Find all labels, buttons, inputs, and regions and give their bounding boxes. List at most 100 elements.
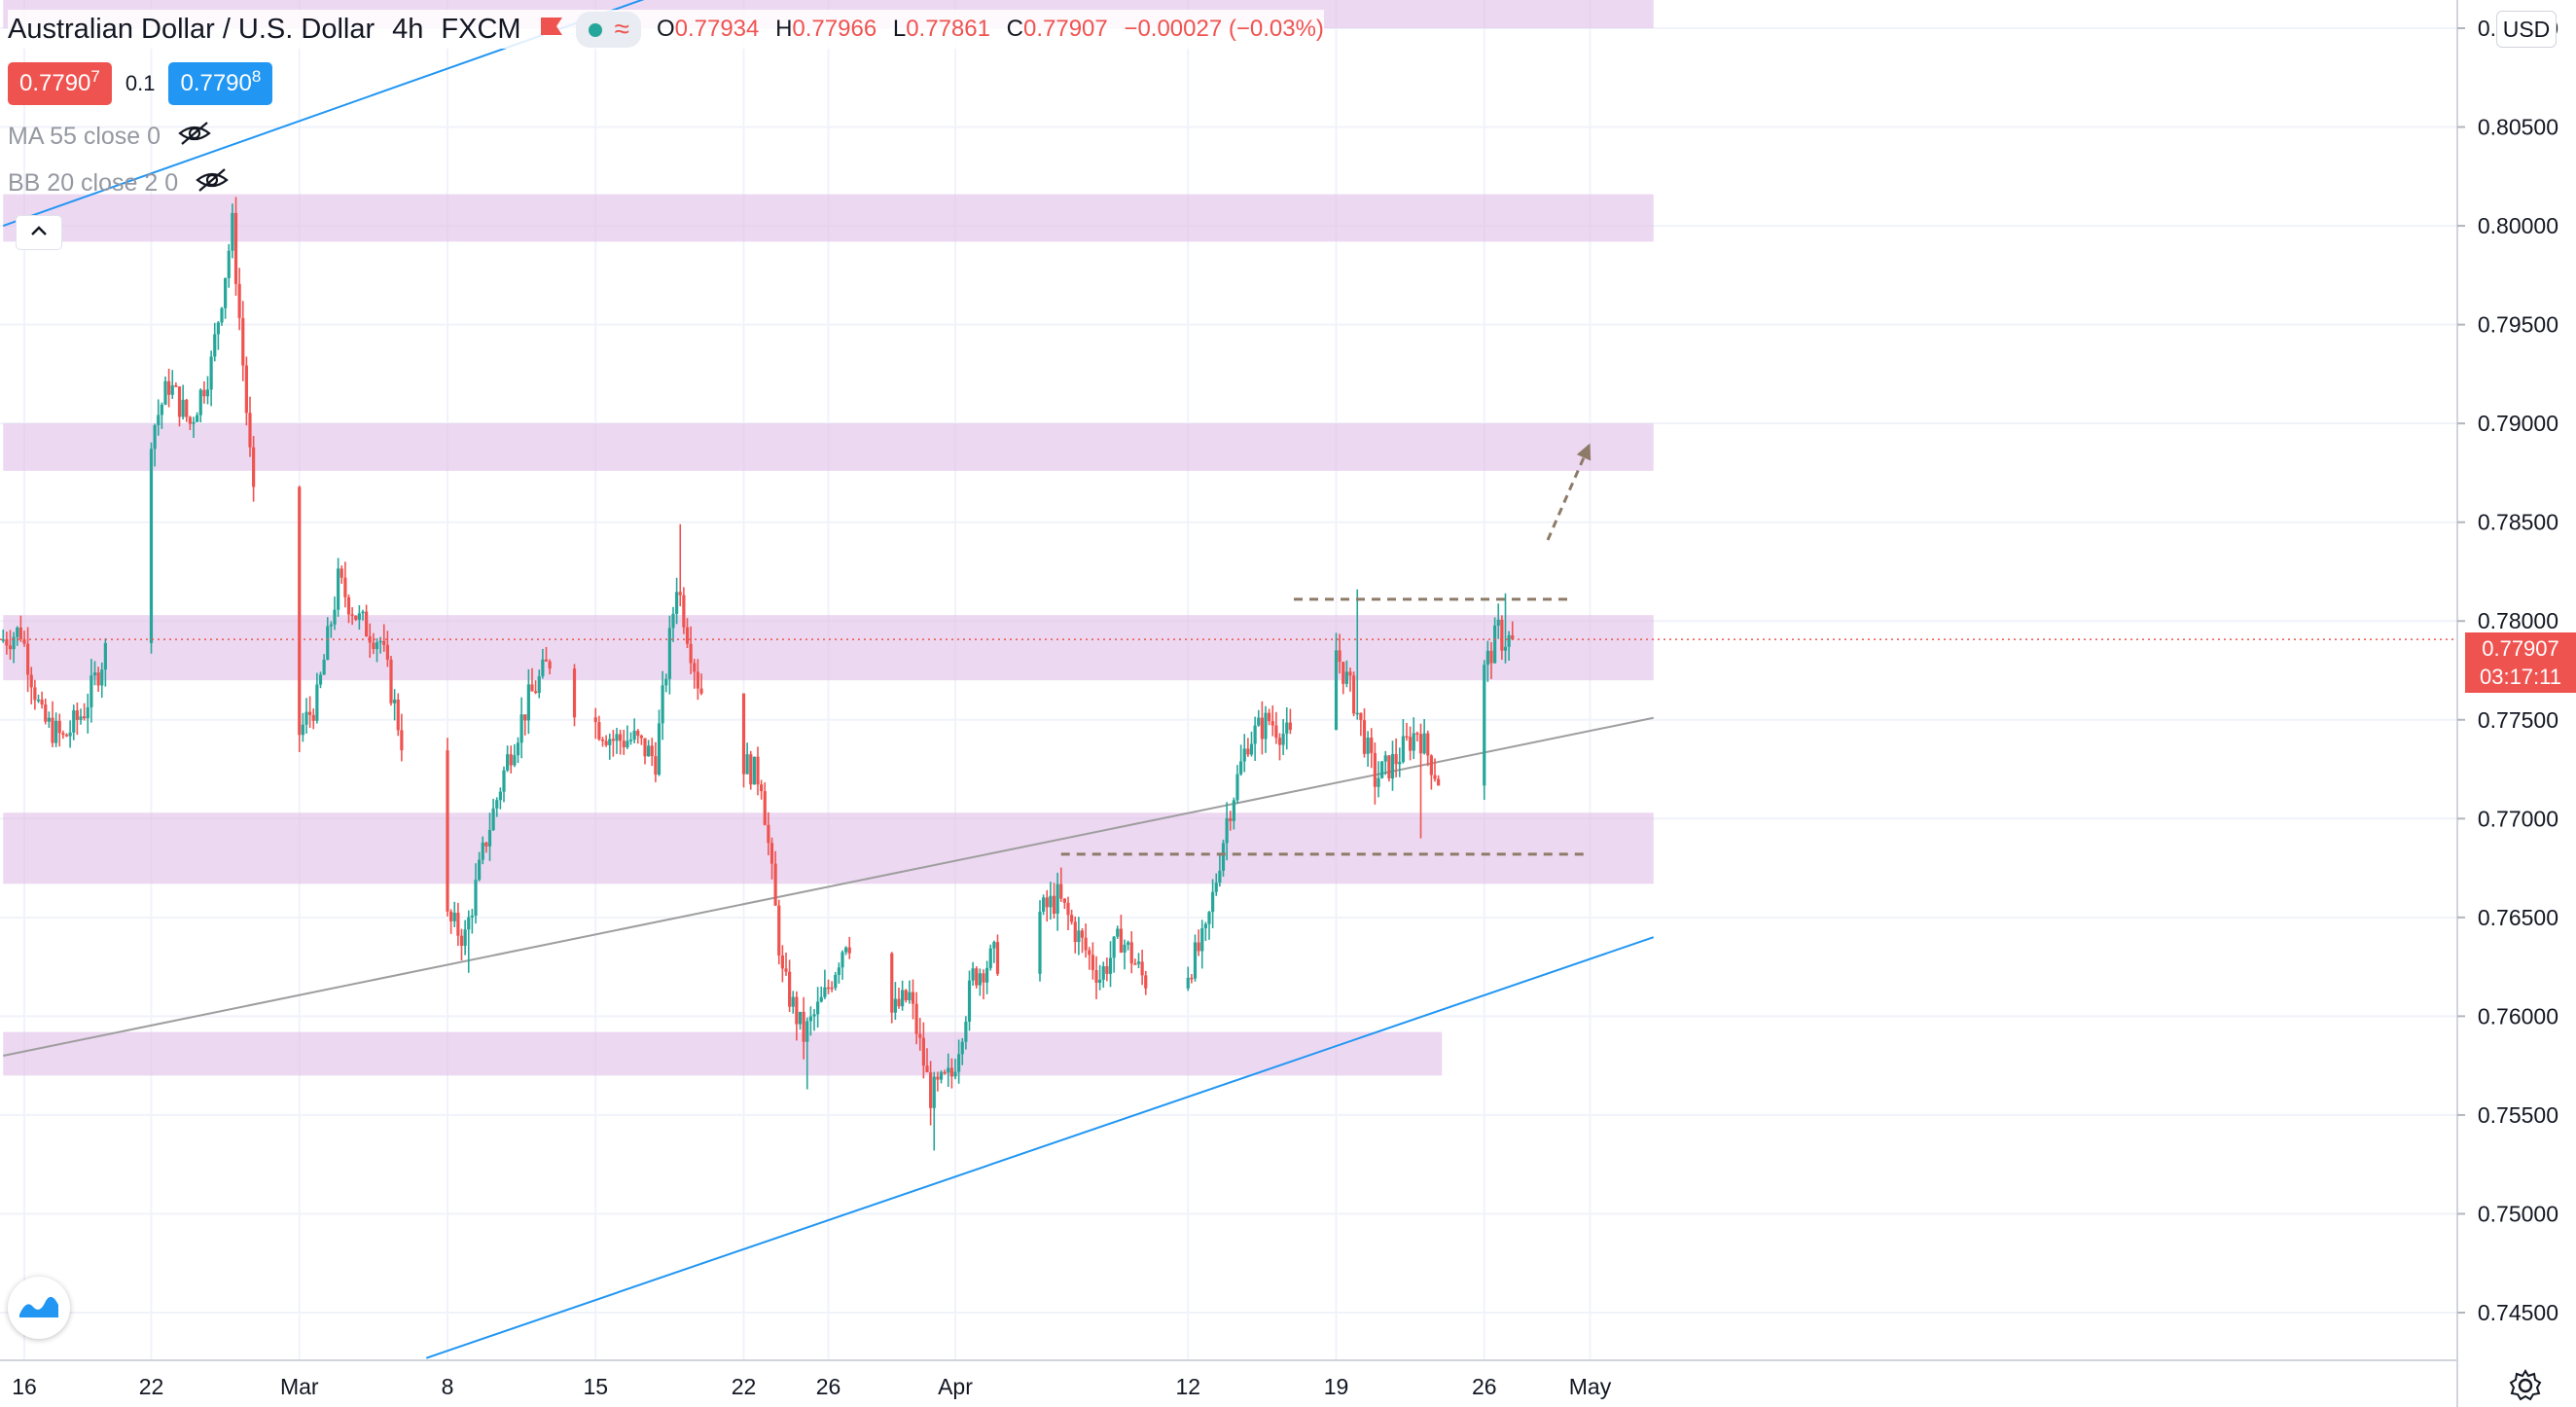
candle-down bbox=[847, 936, 851, 959]
eye-off-icon[interactable] bbox=[196, 167, 229, 199]
collapse-legend-button[interactable] bbox=[16, 215, 62, 250]
candle-body bbox=[153, 425, 157, 450]
candle-up bbox=[932, 1071, 936, 1151]
candle-body bbox=[767, 824, 770, 844]
candle-up bbox=[939, 1070, 944, 1084]
candle-body bbox=[213, 334, 217, 357]
candle-down bbox=[769, 837, 774, 880]
candle-body bbox=[597, 722, 601, 740]
candle-body bbox=[1257, 717, 1261, 726]
candle-body bbox=[1235, 774, 1239, 801]
candle-up bbox=[491, 798, 495, 832]
candle-body bbox=[1433, 775, 1437, 779]
candle-down bbox=[530, 667, 534, 692]
price-tick-label: 0.77500 bbox=[2478, 707, 2558, 733]
settings-gear-icon[interactable] bbox=[2504, 1366, 2547, 1405]
candle-down bbox=[830, 981, 834, 992]
candle-up bbox=[1493, 617, 1497, 664]
candle-down bbox=[1437, 775, 1441, 786]
ohlc-values: O0.77934 H0.77966 L0.77861 C0.77907 −0.0… bbox=[656, 16, 1324, 42]
price-tick-label: 0.79000 bbox=[2478, 411, 2558, 436]
candle-body bbox=[628, 740, 633, 741]
candle-body bbox=[1281, 734, 1285, 745]
candle-down bbox=[1370, 728, 1374, 769]
candle-up bbox=[1101, 961, 1105, 989]
candle-up bbox=[329, 621, 333, 638]
indicator-bb[interactable]: BB 20 close 2 0 bbox=[8, 167, 229, 199]
candle-body bbox=[893, 998, 897, 1013]
candle-body bbox=[368, 635, 372, 643]
candle-body bbox=[177, 386, 182, 417]
candle-body bbox=[1268, 712, 1271, 722]
candle-up bbox=[615, 727, 619, 754]
candle-up bbox=[1218, 854, 1222, 887]
price-tick-label: 0.78000 bbox=[2478, 608, 2558, 633]
flag-icon[interactable] bbox=[539, 14, 564, 46]
candle-down bbox=[51, 701, 54, 747]
tradingview-logo-button[interactable] bbox=[8, 1277, 70, 1339]
candle-body bbox=[1264, 712, 1268, 740]
candle-body bbox=[936, 1076, 940, 1080]
candle-up bbox=[1077, 917, 1081, 956]
candle-body bbox=[382, 640, 386, 645]
candle-down bbox=[1091, 942, 1094, 980]
candle-down bbox=[682, 587, 686, 634]
candle-up bbox=[1193, 934, 1198, 982]
candle-body bbox=[988, 948, 992, 968]
candle-down bbox=[252, 436, 256, 502]
candle-up bbox=[957, 1039, 961, 1084]
candle-body bbox=[773, 863, 777, 906]
candle-body bbox=[68, 732, 72, 737]
candle-body bbox=[1412, 733, 1415, 751]
candle-down bbox=[1260, 701, 1264, 755]
candle-body bbox=[664, 678, 668, 686]
candle-body bbox=[689, 643, 693, 664]
sell-button[interactable]: 0.77907 bbox=[8, 62, 112, 105]
candle-body bbox=[572, 668, 577, 718]
candle-body bbox=[947, 1067, 950, 1073]
candle-down bbox=[1433, 758, 1437, 782]
candle-up bbox=[220, 307, 224, 326]
indicator-ma[interactable]: MA 55 close 0 bbox=[8, 121, 211, 153]
candle-up bbox=[985, 960, 989, 994]
candle-body bbox=[1055, 884, 1059, 914]
tradingview-logo-icon bbox=[17, 1291, 61, 1325]
candle-body bbox=[1355, 712, 1359, 715]
candle-body bbox=[756, 756, 760, 785]
candle-down bbox=[396, 693, 400, 737]
candle-up bbox=[1366, 731, 1370, 767]
candle-body bbox=[1091, 955, 1094, 970]
candle-down bbox=[767, 812, 770, 855]
candle-up bbox=[72, 704, 76, 740]
candle-body bbox=[357, 613, 361, 620]
candle-up bbox=[608, 733, 612, 760]
candle-down bbox=[1066, 896, 1070, 931]
candle-up bbox=[357, 605, 361, 631]
buy-button[interactable]: 0.77908 bbox=[168, 62, 273, 105]
support-resistance-zones bbox=[3, 0, 1654, 1076]
candle-up bbox=[541, 648, 545, 679]
candle-down bbox=[650, 738, 654, 767]
currency-button[interactable]: USD bbox=[2496, 11, 2557, 48]
candle-body bbox=[632, 730, 636, 740]
candle-down bbox=[389, 656, 393, 706]
candle-body bbox=[241, 317, 245, 366]
candle-body bbox=[1288, 722, 1292, 731]
candle-body bbox=[446, 750, 449, 912]
candle-body bbox=[75, 710, 79, 720]
candle-up bbox=[1264, 705, 1268, 753]
candle-down bbox=[83, 703, 87, 721]
candle-body bbox=[459, 935, 464, 946]
candle-down bbox=[685, 618, 690, 649]
interval-label[interactable]: 4h bbox=[392, 13, 424, 45]
eye-off-icon[interactable] bbox=[178, 121, 211, 153]
candle-body bbox=[167, 380, 171, 395]
candle-up bbox=[664, 673, 668, 693]
candle-body bbox=[678, 592, 682, 595]
symbol-title[interactable]: Australian Dollar / U.S. Dollar bbox=[8, 13, 376, 45]
candle-body bbox=[487, 830, 492, 847]
candle-body bbox=[1186, 977, 1190, 989]
candle-down bbox=[1426, 730, 1430, 767]
candle-up bbox=[816, 987, 820, 1028]
